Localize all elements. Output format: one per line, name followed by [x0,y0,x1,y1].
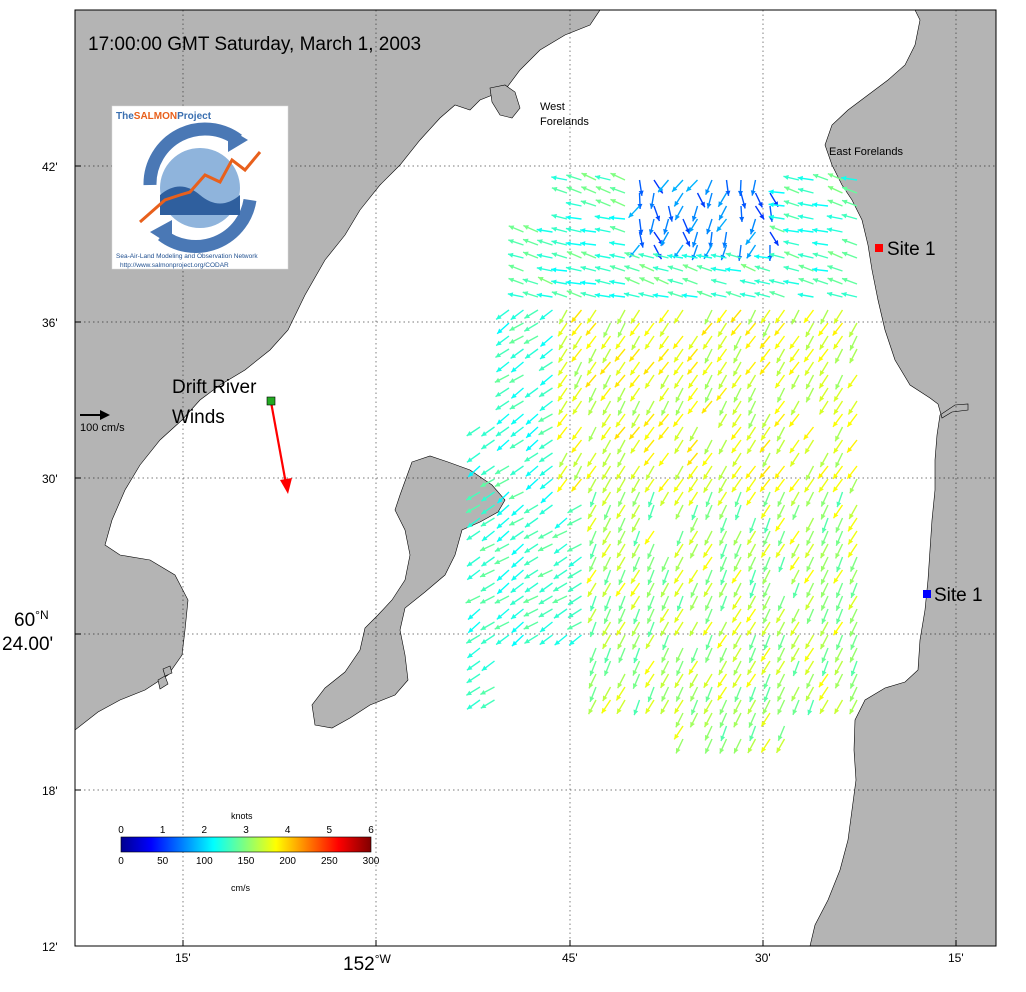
colorbar-cms-tick: 50 [157,856,169,867]
colorbar-knots-tick: 2 [202,825,208,836]
lat-main-deg: 60 [14,610,35,631]
lat-main-minutes: 24.00' [2,634,53,655]
lon-main-unit: °W [375,952,392,966]
lat-main-degree: 60°N [14,608,49,631]
colorbar-top-label: knots [231,811,253,821]
lat-main-unit: °N [35,608,48,622]
colorbar-knots-tick: 3 [243,825,249,836]
lon-tick-15-west: 15' [175,951,191,965]
lon-tick-45: 45' [562,951,578,965]
site-north-label: Site 1 [887,239,936,260]
logo-subtitle: Sea-Air-Land Modeling and Observation Ne… [116,253,258,260]
lon-tick-15-east: 15' [948,951,964,965]
drift-river-label-1: Drift River [172,377,257,398]
lat-tick-36: 36' [42,316,58,330]
lat-tick-30: 30' [42,472,58,486]
colorbar-knots-tick: 1 [160,825,166,836]
lat-tick-42: 42' [42,160,58,174]
site-south-label: Site 1 [934,585,983,606]
logo-title: TheSALMONProject [116,111,212,122]
drift-station-marker [267,397,275,405]
logo-url: http://www.salmonproject.org/CODAR [120,262,229,269]
west-forelands-label-2: Forelands [540,116,589,128]
colorbar-knots-tick: 6 [368,825,374,836]
lat-tick-18: 18' [42,784,58,798]
drift-river-label-2: Winds [172,407,225,428]
lon-tick-30: 30' [755,951,771,965]
reference-arrow-label: 100 cm/s [80,422,125,434]
colorbar-knots-tick: 5 [327,825,333,836]
colorbar-bottom-label: cm/s [231,883,250,893]
colorbar-knots-tick: 4 [285,825,291,836]
colorbar-knots-tick: 0 [118,825,124,836]
east-forelands-label: East Forelands [829,146,903,158]
salmon-project-logo: TheSALMONProject Sea-Air-Land Modeling a… [112,106,288,269]
colorbar-cms-tick: 200 [279,856,296,867]
colorbar-cms-tick: 250 [321,856,338,867]
lon-main-deg: 152 [343,954,375,975]
lat-tick-12: 12' [42,940,58,954]
logo-title-suffix: Project [177,111,212,122]
site-north-marker [875,244,883,252]
logo-title-main: SALMON [134,111,177,122]
colorbar-cms-tick: 0 [118,856,124,867]
map-title: 17:00:00 GMT Saturday, March 1, 2003 [88,34,421,55]
lon-main-degree: 152°W [343,952,392,975]
logo-title-prefix: The [116,111,134,122]
site-south-marker [923,590,931,598]
west-forelands-label-1: West [540,101,565,113]
colorbar-cms-tick: 300 [363,856,380,867]
colorbar-cms-tick: 150 [238,856,255,867]
colorbar-gradient [121,837,371,852]
colorbar-cms-tick: 100 [196,856,213,867]
